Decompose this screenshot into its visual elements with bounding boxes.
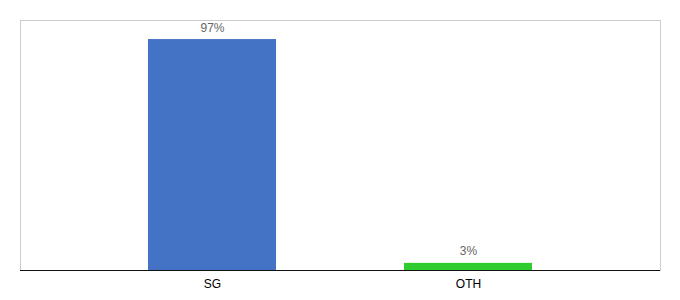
svg-text:SG: SG [204, 277, 221, 291]
svg-text:OTH: OTH [456, 277, 481, 291]
svg-text:97%: 97% [200, 21, 224, 35]
svg-text:3%: 3% [460, 244, 478, 258]
